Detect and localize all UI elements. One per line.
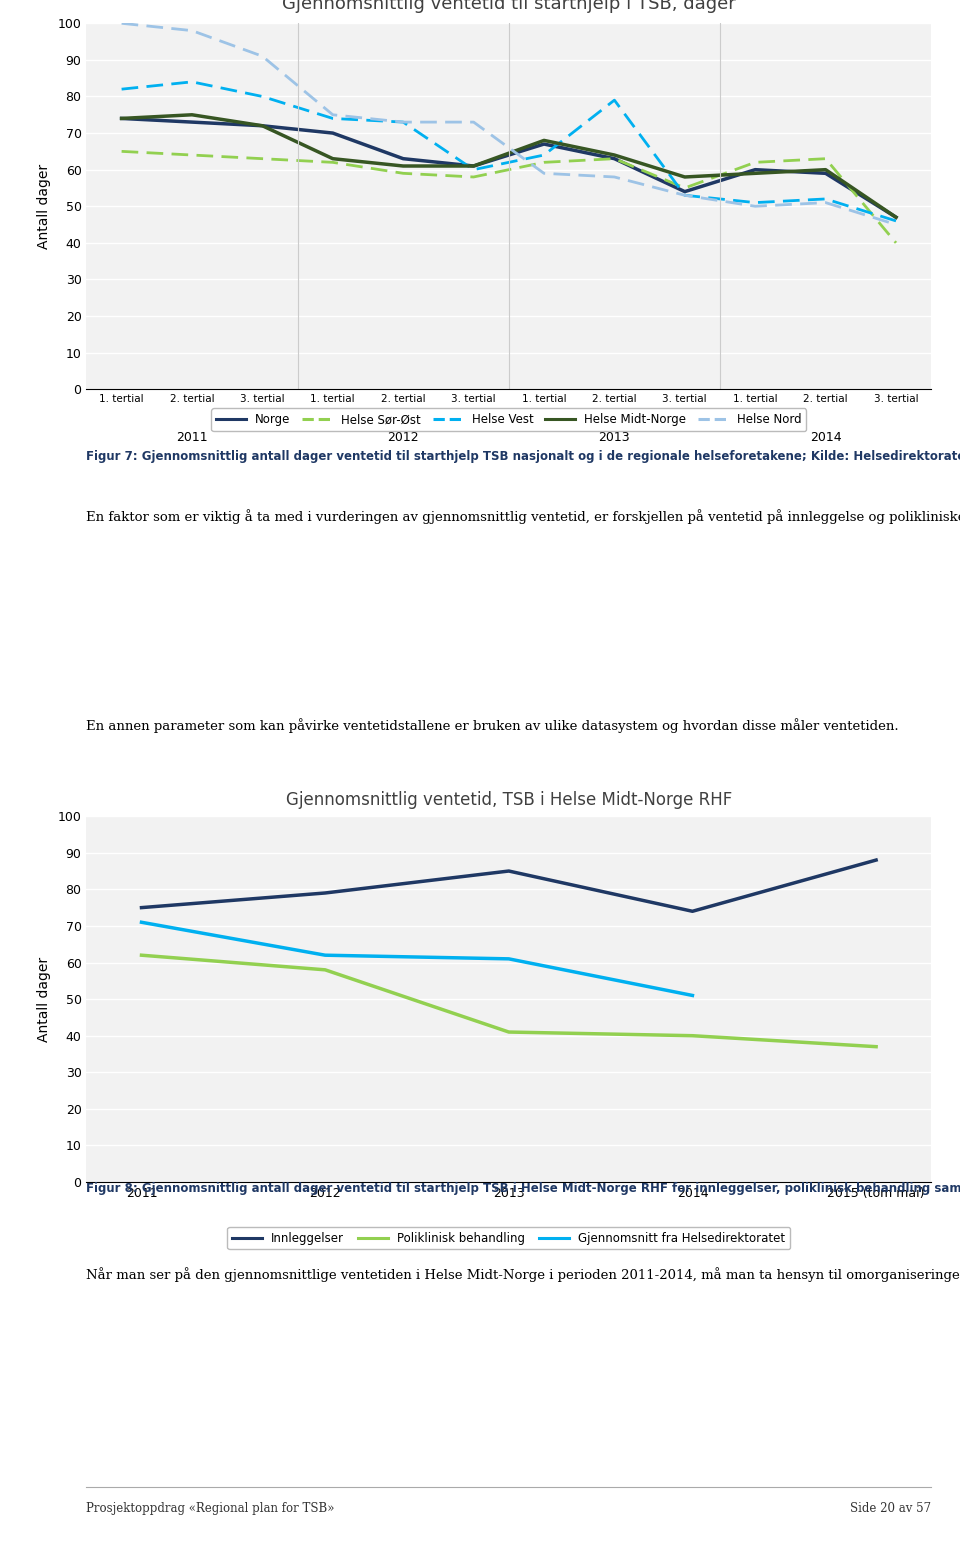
Y-axis label: Antall dager: Antall dager bbox=[36, 163, 51, 248]
Text: En annen parameter som kan påvirke ventetidstallene er bruken av ulike datasyste: En annen parameter som kan påvirke vente… bbox=[86, 719, 899, 733]
Text: Side 20 av 57: Side 20 av 57 bbox=[850, 1502, 931, 1514]
Legend: Norge, Helse Sør-Øst, Helse Vest, Helse Midt-Norge, Helse Nord: Norge, Helse Sør-Øst, Helse Vest, Helse … bbox=[211, 408, 806, 430]
Text: En faktor som er viktig å ta med i vurderingen av gjennomsnittlig ventetid, er f: En faktor som er viktig å ta med i vurde… bbox=[86, 509, 960, 523]
Text: Figur 8: Gjennomsnittlig antall dager ventetid til starthjelp TSB i Helse Midt-N: Figur 8: Gjennomsnittlig antall dager ve… bbox=[86, 1182, 960, 1196]
Text: Når man ser på den gjennomsnittlige ventetiden i Helse Midt-Norge i perioden 201: Når man ser på den gjennomsnittlige vent… bbox=[86, 1267, 960, 1283]
Title: Gjennomsnittlig ventetid til starthjelp i TSB, dager: Gjennomsnittlig ventetid til starthjelp … bbox=[282, 0, 735, 14]
Text: 2013: 2013 bbox=[599, 430, 630, 444]
Text: 2011: 2011 bbox=[177, 430, 207, 444]
Title: Gjennomsnittlig ventetid, TSB i Helse Midt-Norge RHF: Gjennomsnittlig ventetid, TSB i Helse Mi… bbox=[286, 790, 732, 809]
Text: 2012: 2012 bbox=[388, 430, 419, 444]
Text: Prosjektoppdrag «Regional plan for TSB»: Prosjektoppdrag «Regional plan for TSB» bbox=[86, 1502, 335, 1514]
Legend: Innleggelser, Poliklinisk behandling, Gjennomsnitt fra Helsedirektoratet: Innleggelser, Poliklinisk behandling, Gj… bbox=[228, 1227, 790, 1249]
Y-axis label: Antall dager: Antall dager bbox=[36, 957, 51, 1042]
Text: 2014: 2014 bbox=[810, 430, 841, 444]
Text: Figur 7: Gjennomsnittlig antall dager ventetid til starthjelp TSB nasjonalt og i: Figur 7: Gjennomsnittlig antall dager ve… bbox=[86, 450, 960, 463]
